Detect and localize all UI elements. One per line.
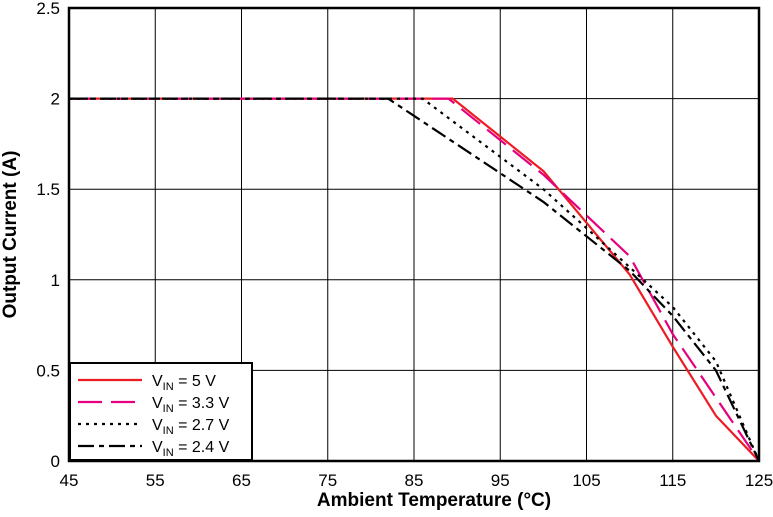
x-tick-label: 125 (745, 471, 773, 490)
legend-entry-label: VIN = 2.7 V (152, 417, 230, 437)
x-tick-label: 65 (232, 471, 251, 490)
y-tick-label: 1.5 (36, 180, 60, 199)
x-tick-label: 85 (405, 471, 424, 490)
y-tick-label: 2.5 (36, 0, 60, 18)
series-group (69, 97, 761, 462)
y-tick-label: 0.5 (36, 361, 60, 380)
x-tick-label: 115 (659, 471, 686, 490)
tick-labels: 45 55 65 75 85 95 105 115 125 0 0.5 1 1.5 2 2.5 (36, 0, 773, 490)
x-tick-label: 105 (572, 471, 600, 490)
y-tick-label: 2 (51, 90, 60, 109)
series-line-1 (69, 97, 760, 462)
series-line-3 (69, 97, 761, 462)
y-tick-label: 1 (51, 271, 60, 290)
x-tick-label: 55 (146, 471, 165, 490)
y-tick-label: 0 (51, 452, 60, 471)
legend-entry-label: VIN = 5 V (152, 373, 216, 393)
x-axis-title: Ambient Temperature (°C) (317, 490, 551, 511)
y-axis-title: Output Current (A) (0, 151, 21, 319)
series-line-2 (69, 97, 760, 462)
plot-frame (67, 6, 761, 463)
legend-entry-label: VIN = 3.3 V (152, 395, 230, 415)
series-line-4 (69, 97, 760, 462)
legend-entry-label: VIN = 2.4 V (152, 439, 230, 459)
x-tick-label: 45 (60, 471, 79, 490)
x-tick-label: 75 (318, 471, 337, 490)
x-tick-label: 95 (491, 471, 510, 490)
